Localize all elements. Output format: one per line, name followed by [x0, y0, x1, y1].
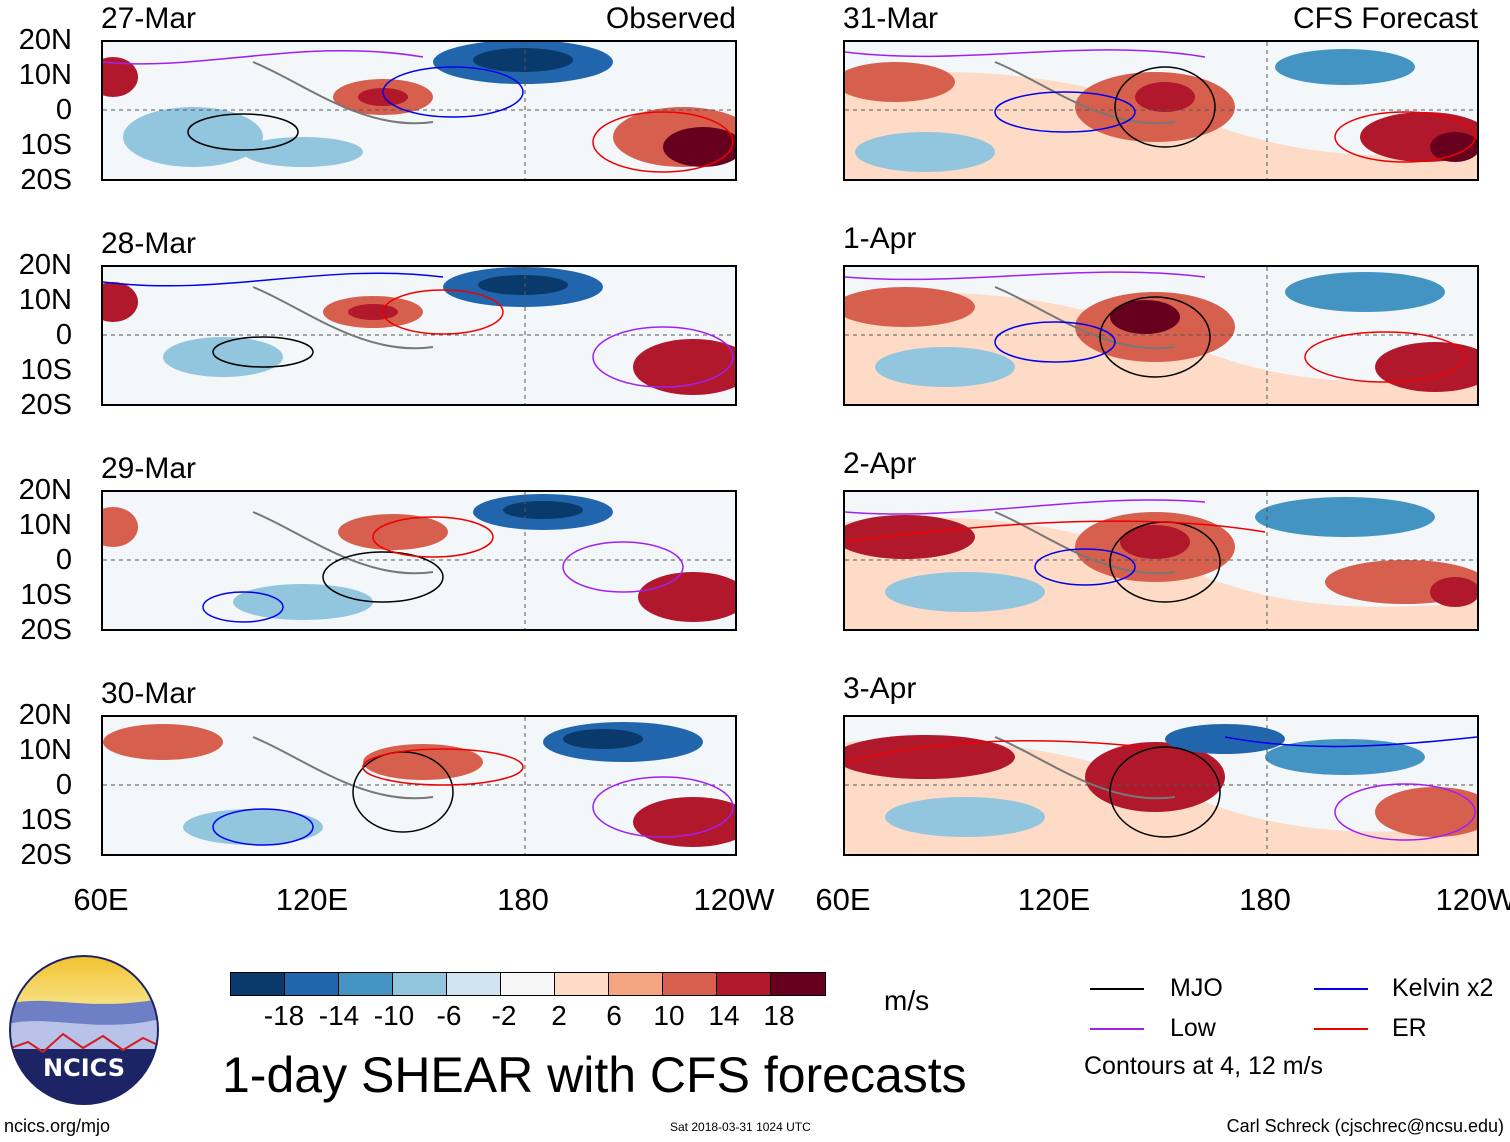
map-panel-observed-3: [101, 490, 737, 631]
colorbar-swatch: [771, 973, 825, 995]
legend-label-low: Low: [1170, 1014, 1216, 1042]
y-label: 10S: [20, 354, 72, 386]
map-panel-forecast-3: [843, 490, 1479, 631]
legend-label-mjo: MJO: [1170, 974, 1223, 1002]
y-label: 20N: [18, 699, 72, 731]
y-label: 10N: [18, 734, 72, 766]
x-label: 60E: [815, 882, 871, 917]
units-label: m/s: [884, 985, 930, 1016]
colorbar-swatch: [555, 973, 609, 995]
colorbar-swatch: [447, 973, 501, 995]
y-label: 20N: [18, 24, 72, 56]
colorbar-swatch: [231, 973, 285, 995]
map-panel-forecast-2: [843, 265, 1479, 406]
x-label: 180: [1239, 882, 1291, 917]
y-label: 10N: [18, 284, 72, 316]
observed-label: Observed: [605, 2, 736, 35]
colorbar-tick: -2: [491, 1000, 517, 1031]
colorbar-tick: -10: [373, 1000, 415, 1031]
legend-label-er: ER: [1392, 1014, 1427, 1042]
colorbar-tick: -14: [318, 1000, 360, 1031]
x-label: 120E: [275, 882, 349, 917]
y-label: 20S: [20, 389, 72, 421]
timestamp: Sat 2018-03-31 1024 UTC: [670, 1120, 811, 1134]
y-label: 0: [55, 94, 72, 126]
panel-date-obs-4: 30-Mar: [101, 677, 197, 710]
y-label: 20N: [18, 474, 72, 506]
colorbar-swatch: [339, 973, 393, 995]
colorbar-tick: 14: [708, 1000, 740, 1031]
y-label: 20S: [20, 839, 72, 871]
colorbar-swatch: [285, 973, 339, 995]
colorbar-swatch: [501, 973, 555, 995]
panel-date-fcst-2: 1-Apr: [843, 222, 917, 255]
y-label: 10N: [18, 509, 72, 541]
y-label: 10S: [20, 579, 72, 611]
colorbar-swatch: [663, 973, 717, 995]
website-link[interactable]: ncics.org/mjo: [4, 1116, 111, 1136]
legend-swatch-er: [1314, 1028, 1368, 1030]
y-label: 20S: [20, 164, 72, 196]
x-label: 120E: [1017, 882, 1091, 917]
ncics-logo: NCICS: [8, 954, 160, 1106]
colorbar-swatch: [609, 973, 663, 995]
panel-date-obs-1: 27-Mar: [101, 2, 197, 35]
x-label: 120W: [693, 882, 775, 917]
legend-swatch-low: [1090, 1028, 1144, 1030]
y-label: 10S: [20, 804, 72, 836]
map-panel-forecast-4: [843, 715, 1479, 856]
y-label: 10N: [18, 59, 72, 91]
panel-date-fcst-4: 3-Apr: [843, 672, 917, 705]
panel-date-obs-2: 28-Mar: [101, 227, 197, 260]
map-panel-forecast-1: [843, 40, 1479, 181]
contour-note: Contours at 4, 12 m/s: [1084, 1052, 1324, 1080]
y-label: 20S: [20, 614, 72, 646]
logo-text: NCICS: [43, 1054, 125, 1082]
colorbar-tick: -6: [436, 1000, 462, 1031]
map-panel-observed-2: [101, 265, 737, 406]
panel-date-obs-3: 29-Mar: [101, 452, 197, 485]
colorbar: [230, 972, 826, 996]
map-panel-observed-1: [101, 40, 737, 181]
y-label: 0: [55, 544, 72, 576]
legend-label-kelvin: Kelvin x2: [1392, 974, 1494, 1002]
colorbar-swatch: [393, 973, 447, 995]
colorbar-swatch: [717, 973, 771, 995]
x-label: 180: [497, 882, 549, 917]
figure-title: 1-day SHEAR with CFS forecasts: [222, 1047, 967, 1103]
panel-date-fcst-1: 31-Mar: [843, 2, 939, 35]
map-panel-observed-4: [101, 715, 737, 856]
y-label: 20N: [18, 249, 72, 281]
y-label: 0: [55, 769, 72, 801]
colorbar-tick: 2: [551, 1000, 567, 1031]
panel-date-fcst-3: 2-Apr: [843, 447, 917, 480]
x-label: 120W: [1435, 882, 1510, 917]
x-label: 60E: [73, 882, 129, 917]
colorbar-tick: -18: [263, 1000, 305, 1031]
colorbar-tick: 6: [606, 1000, 622, 1031]
colorbar-tick: 10: [653, 1000, 685, 1031]
colorbar-tick: 18: [763, 1000, 795, 1031]
y-label: 0: [55, 319, 72, 351]
author-credit: Carl Schreck (cjschrec@ncsu.edu): [1226, 1116, 1504, 1136]
legend-swatch-mjo: [1090, 988, 1144, 990]
legend-swatch-kelvin: [1314, 988, 1368, 990]
forecast-label: CFS Forecast: [1292, 2, 1478, 35]
y-label: 10S: [20, 129, 72, 161]
